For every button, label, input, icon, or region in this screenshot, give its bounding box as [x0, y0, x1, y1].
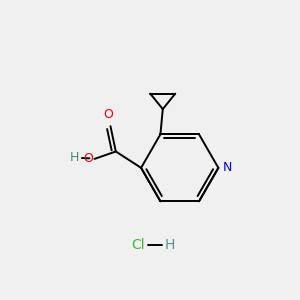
Text: Cl: Cl — [131, 238, 145, 252]
Text: O: O — [83, 152, 93, 165]
Text: H: H — [165, 238, 175, 252]
Text: H: H — [70, 151, 79, 164]
Text: N: N — [223, 161, 232, 174]
Text: O: O — [103, 108, 113, 121]
